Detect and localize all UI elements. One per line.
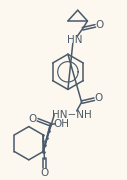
Text: O: O	[40, 168, 49, 178]
Text: HN: HN	[67, 35, 83, 44]
Text: O: O	[95, 20, 103, 30]
Text: O: O	[94, 93, 102, 103]
Text: O: O	[29, 114, 37, 124]
Text: OH: OH	[53, 119, 69, 129]
Text: HN−NH: HN−NH	[52, 110, 92, 120]
